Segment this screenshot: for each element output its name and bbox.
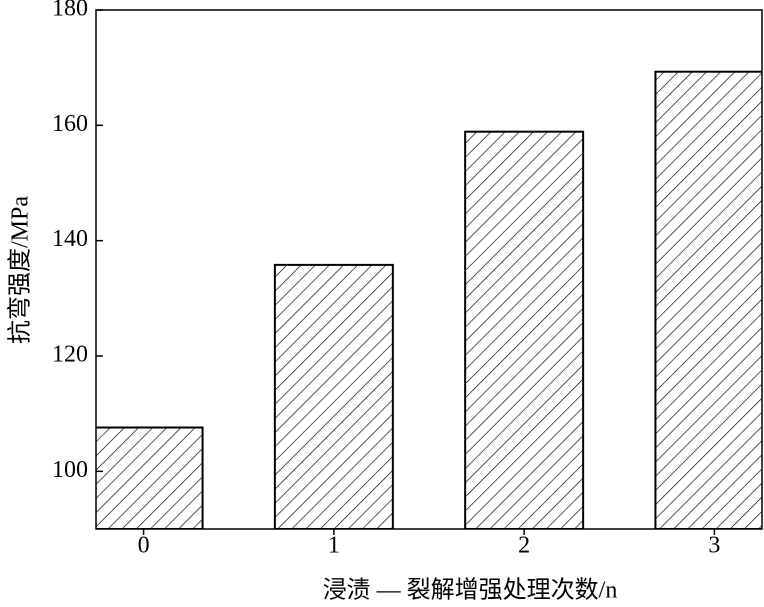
x-tick-label: 3 [708, 533, 720, 559]
bar [96, 426, 204, 529]
y-tick-label: 120 [52, 342, 88, 368]
x-tick-label: 1 [328, 533, 340, 559]
bar [464, 130, 585, 529]
x-axis-label: 浸渍 — 裂解增强处理次数/n [323, 577, 618, 604]
y-tick-label: 180 [52, 0, 88, 22]
x-tick-label: 0 [138, 533, 150, 559]
y-tick-label: 140 [52, 226, 88, 252]
bar [654, 70, 762, 529]
y-axis-label: 抗弯强度/MPa [7, 196, 34, 344]
plot-frame [95, 9, 763, 530]
y-tick-label: 160 [52, 111, 88, 137]
bars [96, 70, 762, 529]
bar [273, 263, 394, 529]
x-tick-label: 2 [518, 533, 530, 559]
y-tick-label: 100 [52, 457, 88, 483]
